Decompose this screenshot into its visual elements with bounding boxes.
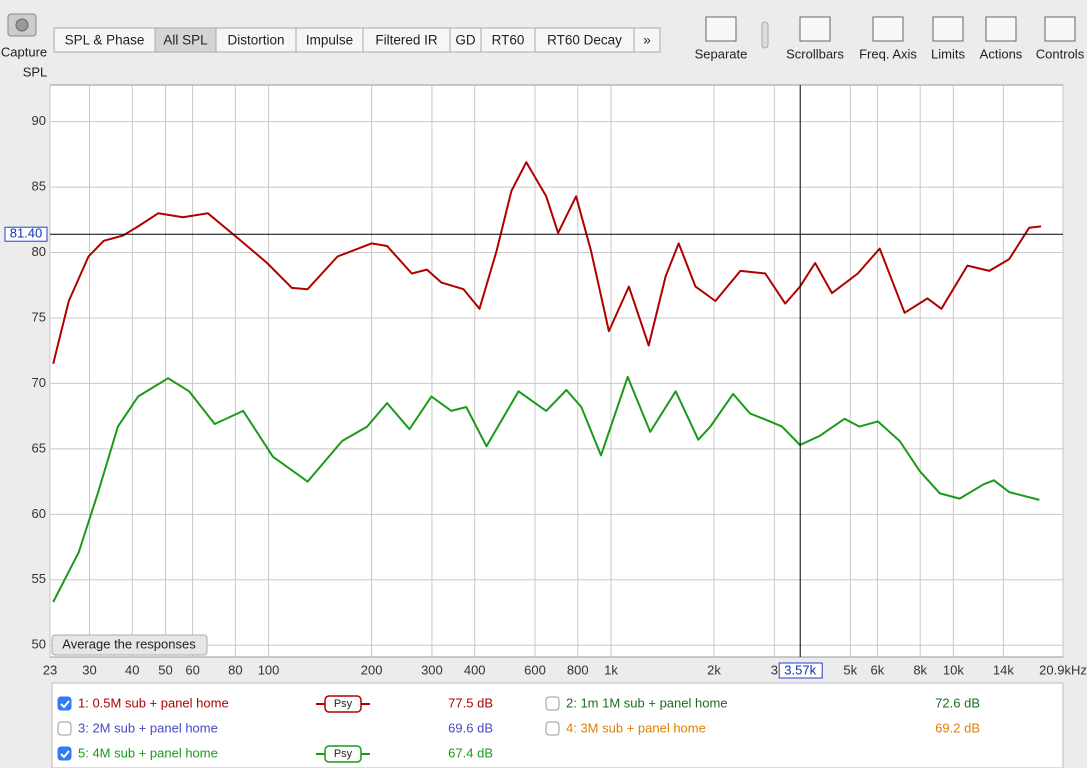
- legend-checkbox[interactable]: [57, 696, 72, 711]
- legend-checkbox[interactable]: [545, 721, 560, 736]
- x-tick-label: 14k: [993, 662, 1014, 677]
- x-tick-label: 300: [421, 662, 443, 677]
- capture-lens: [15, 18, 29, 32]
- legend-name[interactable]: 2: 1m 1M sub + panel home: [566, 695, 728, 710]
- x-tick-label: 23: [43, 662, 57, 677]
- average-button-label[interactable]: Average the responses: [62, 636, 196, 651]
- tab[interactable]: [449, 27, 482, 53]
- slider[interactable]: [761, 21, 769, 49]
- x-tick-label: 6k: [871, 662, 885, 677]
- legend-check: [60, 700, 70, 709]
- y-tick-label: 90: [32, 113, 46, 128]
- x-tick-label: 20.9kHz: [1039, 662, 1087, 677]
- x-tick-label: 100: [258, 662, 280, 677]
- toolbar-button-label[interactable]: Controls: [1036, 46, 1085, 61]
- x-tick-label: 2k: [707, 662, 721, 677]
- legend-checkbox[interactable]: [57, 721, 72, 736]
- smoothing-badge[interactable]: [324, 695, 362, 713]
- y-tick-label: 75: [32, 309, 46, 324]
- toolbar-icon[interactable]: [932, 16, 964, 42]
- y-tick-label: 80: [32, 244, 46, 259]
- cursor-y-box: [4, 226, 48, 242]
- legend-name[interactable]: 3: 2M sub + panel home: [78, 720, 218, 735]
- x-tick-label: 40: [125, 662, 139, 677]
- cursor-x-label: 3.57k: [784, 662, 816, 677]
- tab[interactable]: [295, 27, 364, 53]
- x-tick-label: 600: [524, 662, 546, 677]
- toolbar-button-label[interactable]: Actions: [980, 46, 1023, 61]
- x-tick-label: 400: [464, 662, 486, 677]
- tab[interactable]: [215, 27, 297, 53]
- toolbar-button-label[interactable]: Separate: [695, 46, 748, 61]
- tab-label[interactable]: »: [643, 33, 651, 48]
- y-tick-label: 55: [32, 571, 46, 586]
- legend-checkbox[interactable]: [57, 746, 72, 761]
- x-tick-label: 60: [185, 662, 199, 677]
- legend-reading: 69.2 dB: [935, 720, 980, 735]
- average-button[interactable]: [51, 634, 208, 656]
- y-tick-label: 65: [32, 440, 46, 455]
- response-curve: [52, 161, 1042, 365]
- y-axis-label: SPL: [23, 64, 48, 79]
- toolbar-icon[interactable]: [985, 16, 1017, 42]
- smoothing-label: Psy: [334, 748, 353, 760]
- x-tick-label: 50: [158, 662, 172, 677]
- toolbar-icon[interactable]: [872, 16, 904, 42]
- cursor-y-label: 81.40: [10, 226, 43, 241]
- tab-label[interactable]: RT60: [492, 33, 525, 48]
- tab-label[interactable]: All SPL: [163, 33, 208, 48]
- x-tick-label: 80: [228, 662, 242, 677]
- legend-name[interactable]: 4: 3M sub + panel home: [566, 720, 706, 735]
- toolbar-button-label[interactable]: Freq. Axis: [859, 46, 917, 61]
- x-tick-label: 8k: [913, 662, 927, 677]
- tab[interactable]: [534, 27, 635, 53]
- toolbar-button-label[interactable]: Scrollbars: [786, 46, 844, 61]
- y-tick-label: 70: [32, 375, 46, 390]
- x-tick-label: 800: [567, 662, 589, 677]
- y-tick-label: 60: [32, 506, 46, 521]
- cursor-x-box: [778, 662, 823, 679]
- tab[interactable]: [480, 27, 536, 53]
- tab-label[interactable]: RT60 Decay: [547, 33, 622, 48]
- plot-area: [49, 84, 1064, 658]
- tab-label[interactable]: GD: [455, 33, 476, 48]
- y-tick-label: 85: [32, 179, 46, 194]
- smoothing-label: Psy: [334, 698, 353, 710]
- legend-reading: 67.4 dB: [448, 745, 493, 760]
- tab[interactable]: [633, 27, 661, 53]
- legend-check: [60, 750, 70, 759]
- tab-label[interactable]: Filtered IR: [375, 33, 438, 48]
- x-tick-label: 3: [771, 662, 778, 677]
- toolbar-icon[interactable]: [1044, 16, 1076, 42]
- legend-name[interactable]: 1: 0.5M sub + panel home: [78, 695, 229, 710]
- y-tick-label: 50: [32, 637, 46, 652]
- x-tick-label: 30: [82, 662, 96, 677]
- smoothing-badge[interactable]: [324, 745, 362, 763]
- tab-label[interactable]: Distortion: [227, 33, 284, 48]
- response-curve: [52, 375, 1040, 603]
- x-tick-label: 10k: [943, 662, 964, 677]
- tab-label[interactable]: Impulse: [306, 33, 353, 48]
- tab[interactable]: [362, 27, 451, 53]
- legend-reading: 69.6 dB: [448, 720, 493, 735]
- legend-reading: 77.5 dB: [448, 695, 493, 710]
- legend-name[interactable]: 5: 4M sub + panel home: [78, 745, 218, 760]
- tab-label[interactable]: SPL & Phase: [65, 33, 145, 48]
- tab[interactable]: [154, 27, 217, 53]
- toolbar-button-label[interactable]: Limits: [931, 46, 965, 61]
- legend-checkbox[interactable]: [545, 696, 560, 711]
- legend-reading: 72.6 dB: [935, 695, 980, 710]
- x-tick-label: 5k: [843, 662, 857, 677]
- x-tick-label: 200: [361, 662, 383, 677]
- x-tick-label: 1k: [604, 662, 618, 677]
- toolbar-icon[interactable]: [799, 16, 831, 42]
- toolbar-icon[interactable]: [705, 16, 737, 42]
- capture-label[interactable]: Capture: [1, 44, 47, 59]
